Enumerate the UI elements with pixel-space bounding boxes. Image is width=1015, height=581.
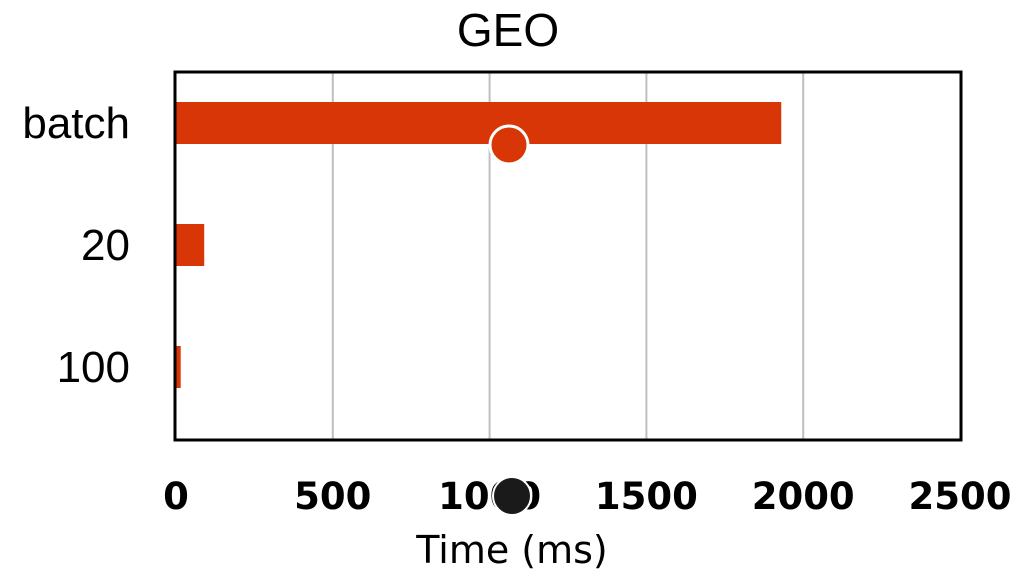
x-tick-label: 500 <box>294 475 371 518</box>
category-label-100: 100 <box>57 343 130 392</box>
x-tick-label: 1500 <box>595 475 698 518</box>
x-tick-labels: 0 500 1000 1500 2000 2500 <box>163 475 1011 518</box>
cursor-markers <box>488 124 532 516</box>
bar-20 <box>176 224 205 266</box>
chart-title: GEO <box>457 4 559 56</box>
cursor-marker <box>488 124 530 166</box>
bars <box>176 102 782 388</box>
bar-batch <box>176 102 782 144</box>
x-tick-label: 0 <box>163 475 189 518</box>
bar-100 <box>176 346 181 388</box>
category-labels: batch 20 100 <box>22 99 130 392</box>
category-label-20: 20 <box>81 221 130 270</box>
x-tick-label: 2000 <box>752 475 855 518</box>
x-axis-title: Time (ms) <box>415 528 608 572</box>
plot-frame <box>173 70 963 442</box>
category-label-batch: batch <box>22 99 130 148</box>
x-tick-label: 2500 <box>909 475 1012 518</box>
click-marker <box>492 476 532 516</box>
